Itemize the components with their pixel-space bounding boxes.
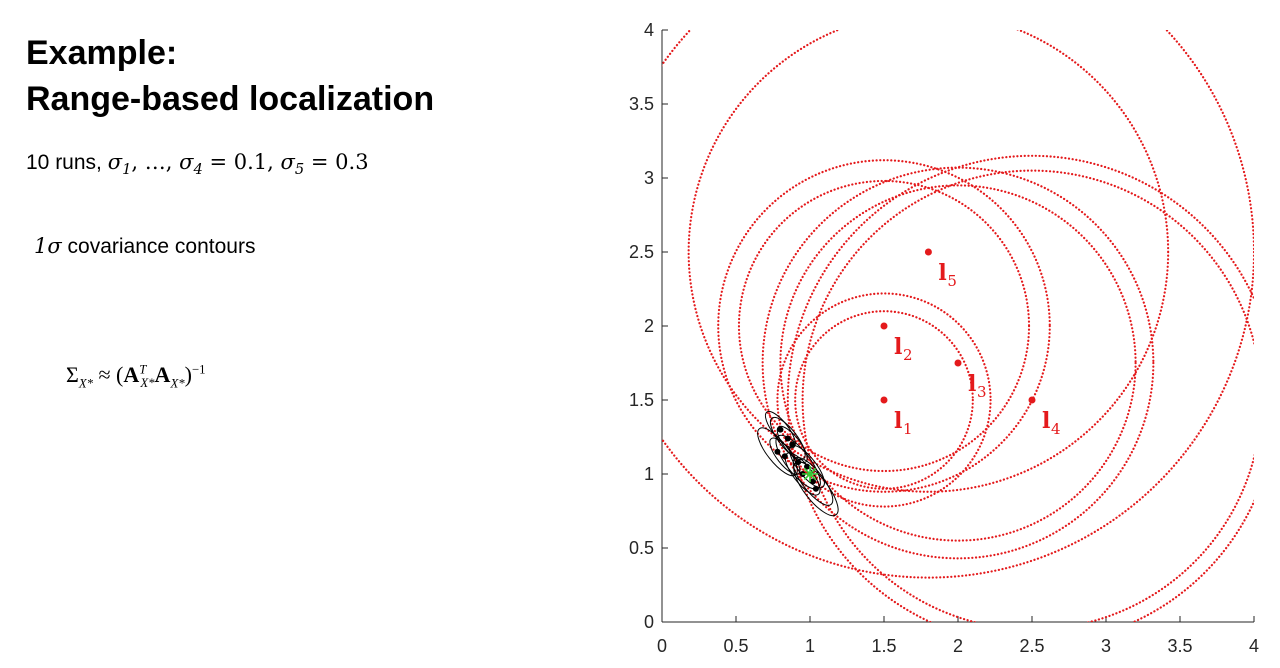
landmark-label: l [894, 334, 902, 360]
sigma-1: σ1 [107, 150, 132, 179]
true-pose-marker [802, 466, 818, 482]
x-tick-label: 0.5 [723, 636, 748, 656]
sigma-4: σ4 [179, 150, 203, 179]
estimate-point [812, 485, 819, 492]
y-tick-label: 2 [644, 316, 654, 336]
range-circle [761, 166, 1155, 560]
estimate-point [795, 459, 802, 466]
range-circle [662, 30, 1254, 579]
y-tick-label: 0.5 [629, 538, 654, 558]
runs-label: 10 runs, [26, 151, 108, 174]
estimate-point [784, 435, 791, 442]
x-tick-label: 0 [657, 636, 667, 656]
range-circle [779, 184, 1137, 542]
range-circle [687, 30, 1170, 493]
x-tick-label: 2 [953, 636, 963, 656]
landmark-point [1028, 396, 1036, 404]
covariance-ellipse [776, 425, 808, 464]
range-circle [776, 292, 992, 508]
landmark-point [924, 248, 932, 256]
covariance-ellipse [792, 456, 834, 506]
y-tick-label: 3.5 [629, 94, 654, 114]
landmark-label: l [968, 371, 976, 397]
y-tick-label: 1 [644, 464, 654, 484]
estimate-point [804, 463, 811, 470]
x-tick-label: 1 [805, 636, 815, 656]
landmark-label-subscript: 3 [977, 383, 987, 401]
contours-text: covariance contours [61, 235, 256, 258]
landmark-point [880, 396, 888, 404]
landmark-label-subscript: 2 [903, 346, 913, 364]
title-line-1: Example: [26, 34, 178, 72]
x-tick-label: 2.5 [1019, 636, 1044, 656]
landmark-label-subscript: 5 [947, 272, 957, 290]
y-tick-label: 4 [644, 20, 654, 40]
plot-markers: l 1l 2l 3l 4l 5 [774, 248, 1061, 492]
formula-sigma: Σ [66, 362, 79, 387]
sigma4-value: = 0.1, [202, 150, 281, 174]
x-tick-label: 1.5 [871, 636, 896, 656]
plot-axes: 0 0.5 1 1.5 2 2.5 3 3.5 4 0 0.5 1 1.5 2 2.5 3 3.5 4 [629, 20, 1259, 656]
estimate-point [809, 478, 816, 485]
x-tick-label: 3.5 [1167, 636, 1192, 656]
formula-approx: ≈ ( [92, 362, 124, 387]
formula-A-1: A [123, 362, 140, 387]
estimate-point [774, 448, 781, 455]
landmark-label: l [894, 408, 902, 434]
covariance-contours-caption: 1σ covariance contours [34, 234, 255, 259]
estimate-point [777, 426, 784, 433]
one-sigma: 1σ [34, 234, 62, 258]
range-circles [662, 30, 1254, 622]
runs-description: 10 runs, σ1, …, σ4 = 0.1, σ5 = 0.3 [26, 150, 369, 178]
landmark-point [880, 322, 888, 330]
x-tick-label: 4 [1249, 636, 1259, 656]
landmark-label: l [1042, 408, 1050, 434]
formula-sup-inv: −1 [191, 362, 206, 377]
sigma-5: σ5 [280, 150, 305, 179]
range-circle [717, 159, 1051, 493]
y-tick-label: 2.5 [629, 242, 654, 262]
landmark-label: l [938, 260, 946, 286]
slide-title: Example: Range-based localization [26, 30, 434, 122]
range-circle [801, 169, 1254, 622]
y-tick-label: 0 [644, 612, 654, 632]
range-circle [786, 154, 1254, 622]
landmark-point [954, 359, 962, 367]
formula-sup-T: T [139, 362, 147, 377]
formula-sub-x-2: X* [140, 376, 155, 391]
y-tick-label: 3 [644, 168, 654, 188]
range-circle [737, 179, 1031, 473]
landmark-label-subscript: 1 [903, 420, 913, 438]
ellipsis: , …, [131, 150, 180, 174]
y-tick-label: 1.5 [629, 390, 654, 410]
covariance-formula: ΣX* ≈ (ATX*AX*)−1 [66, 362, 206, 391]
estimate-point [789, 441, 796, 448]
estimate-point [781, 453, 788, 460]
formula-close: ) [184, 362, 192, 387]
formula-sub-x-3: X* [170, 376, 185, 391]
title-line-2: Range-based localization [26, 80, 435, 118]
range-circle [794, 310, 974, 490]
x-tick-label: 3 [1101, 636, 1111, 656]
formula-A-2: A [154, 362, 171, 387]
covariance-ellipse [769, 437, 801, 475]
sigma5-value: = 0.3 [304, 150, 369, 174]
landmark-label-subscript: 4 [1051, 420, 1061, 438]
formula-sub-x: X* [78, 376, 93, 391]
